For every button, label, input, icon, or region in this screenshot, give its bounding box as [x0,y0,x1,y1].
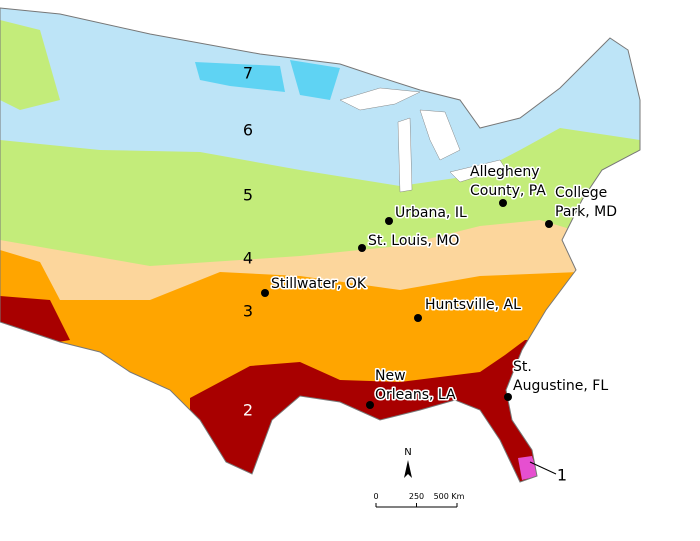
city-marker [366,401,374,409]
zone-7-area [195,62,285,92]
city-marker [358,244,366,252]
city-label: Augustine, FL [513,378,608,394]
city-marker [414,314,422,322]
zone-label: 1 [557,466,567,485]
north-arrow-shape [404,460,412,478]
zone-5-area [0,20,60,110]
great-lakes [339,87,506,193]
lake [449,159,506,183]
zone-label: 4 [243,249,253,268]
city-label: St. [513,359,532,375]
north-label: N [404,447,411,458]
city-label: County, PA [470,183,546,199]
city-marker [261,289,269,297]
zone-label: 7 [243,64,253,83]
city-label: Urbana, IL [395,205,467,221]
city-label: New [375,368,406,384]
zone-label: 2 [243,401,253,420]
city-label: St. Louis, MO [368,233,459,249]
scale-label: 0 [373,492,378,501]
zone-7-area [290,60,340,100]
city-label: Stillwater, OK [271,276,367,292]
zone-label: 5 [243,186,253,205]
city-label: Orleans, LA [375,387,456,403]
city-label: Park, MD [555,204,617,220]
zone-1-area [518,456,538,480]
city-label: Huntsville, AL [425,297,521,313]
city-marker [545,220,553,228]
zone-1-leader [529,461,557,475]
scale-label: 500 Km [434,492,465,501]
scale-label: 250 [409,492,424,501]
city-label: College [555,185,607,201]
zone-label: 3 [243,302,253,321]
city-marker [504,393,512,401]
lake [419,109,461,161]
city-marker [499,199,507,207]
city-marker [385,217,393,225]
us-outline [0,7,641,483]
lake [339,87,421,111]
zone-label: 6 [243,121,253,140]
north-arrow: N [404,447,412,478]
city-label: Allegheny [470,164,540,180]
lake [397,117,413,193]
